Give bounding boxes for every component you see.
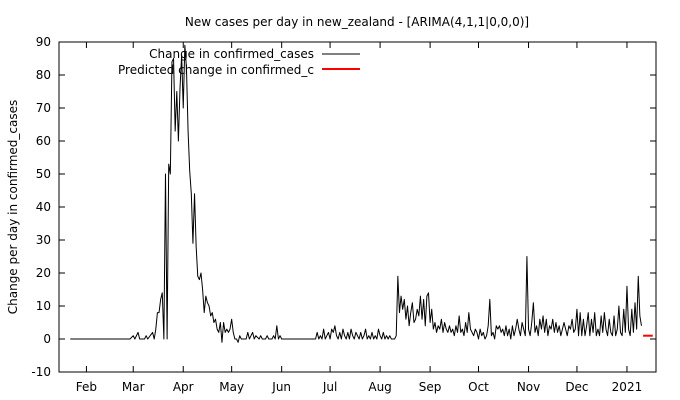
y-tick-label: 10	[36, 299, 51, 313]
y-tick-label: 90	[36, 35, 51, 49]
y-axis-label: Change per day in confirmed_cases	[6, 100, 20, 315]
x-tick-label: May	[219, 380, 244, 394]
x-tick-label: Mar	[122, 380, 145, 394]
x-tick-label: Sep	[419, 380, 442, 394]
y-tick-label: 20	[36, 266, 51, 280]
series-line-actual	[70, 44, 642, 343]
plot-frame	[58, 41, 657, 373]
x-axis: Feb Mar Apr May Jun Jul Aug Sep Oct Nov Dec 2021	[76, 42, 642, 394]
y-tick-label: -10	[31, 365, 51, 379]
y-tick-label: 40	[36, 200, 51, 214]
x-tick-label: Nov	[517, 380, 540, 394]
chart-title: New cases per day in new_zealand - [ARIM…	[185, 15, 529, 29]
y-tick-label: 0	[43, 332, 51, 346]
x-tick-label: Oct	[468, 380, 489, 394]
legend: Change in confirmed_cases Predicted chan…	[118, 47, 360, 77]
x-tick-label: Jun	[271, 380, 291, 394]
y-tick-label: 80	[36, 68, 51, 82]
x-tick-label: Feb	[76, 380, 97, 394]
series-layer	[70, 44, 653, 343]
x-tick-label: Apr	[173, 380, 194, 394]
x-tick-label: Aug	[368, 380, 391, 394]
y-tick-label: 50	[36, 167, 51, 181]
x-tick-label: 2021	[612, 380, 643, 394]
x-tick-label: Dec	[565, 380, 588, 394]
y-axis: -10 0 10 20 30 40 50 60 70 80 90	[31, 35, 656, 379]
legend-label-actual: Change in confirmed_cases	[149, 47, 314, 61]
y-tick-label: 60	[36, 134, 51, 148]
legend-label-predicted: Predicted change in confirmed_c	[118, 63, 314, 77]
x-tick-label: Jul	[322, 380, 337, 394]
y-tick-label: 30	[36, 233, 51, 247]
y-tick-label: 70	[36, 101, 51, 115]
